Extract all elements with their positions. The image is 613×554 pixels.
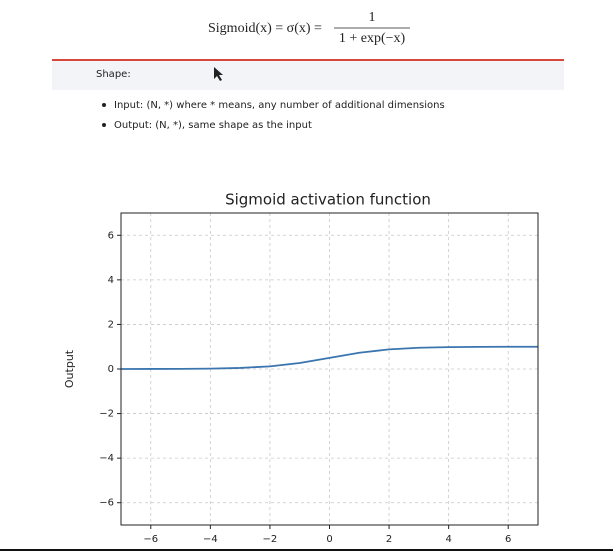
line-series [120,345,539,370]
bullet [102,103,106,107]
plot-frame [120,212,539,526]
bullet [102,123,106,127]
x-tick-label: 0 [326,534,332,545]
y-tick-label: 0 [108,364,114,375]
formula-lhs: Sigmoid(x) = σ(x) = [208,21,322,36]
x-tick-label: −6 [143,534,158,545]
y-tick-label: 6 [108,230,114,241]
chart: Sigmoid activation function Output −6 −4 −… [63,191,539,545]
y-tick-label: 2 [108,319,114,330]
x-tick-label: −4 [203,534,218,545]
x-tick-label: 6 [505,534,511,545]
x-tick-label: −2 [263,534,278,545]
chart-title: Sigmoid activation function [225,191,431,209]
formula-denominator: 1 + exp(−x) [339,31,406,46]
cursor [214,67,223,81]
y-tick-label: −4 [99,453,114,464]
shape-item: Input: (N, *) where * means, any number … [114,100,445,111]
formula-numerator: 1 [369,10,376,25]
y-tick-label: −2 [99,409,114,420]
y-tick-label: −6 [99,498,114,509]
x-tick-label: 2 [386,534,392,545]
y-axis-label: Output [63,349,76,388]
shape-band [52,60,564,90]
shape-heading: Shape: [96,69,131,80]
shape-item: Output: (N, *), same shape as the input [114,120,312,131]
x-tick-label: 4 [445,534,451,545]
y-tick-label: 4 [108,275,114,286]
